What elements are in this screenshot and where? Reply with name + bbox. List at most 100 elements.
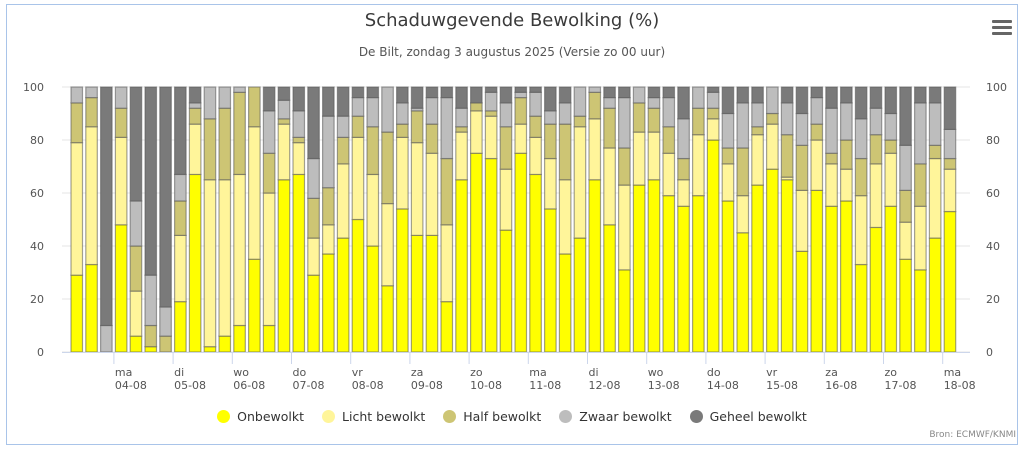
bar-segment-zwaar-bewolkt[interactable] [144, 274, 158, 327]
bar-segment-licht-bewolkt[interactable] [588, 118, 602, 181]
bar-segment-onbewolkt[interactable] [543, 208, 557, 353]
bar-segment-half-bewolkt[interactable] [425, 123, 439, 154]
bar-segment-half-bewolkt[interactable] [470, 102, 483, 112]
bar-segment-half-bewolkt[interactable] [410, 110, 424, 144]
bar-segment-licht-bewolkt[interactable] [129, 290, 143, 337]
bar-segment-onbewolkt[interactable] [366, 245, 380, 353]
bar-segment-licht-bewolkt[interactable] [573, 126, 587, 239]
bar-segment-onbewolkt[interactable] [425, 234, 439, 353]
bar-stack[interactable] [470, 86, 483, 353]
bar-segment-zwaar-bewolkt[interactable] [114, 86, 128, 109]
bar-segment-half-bewolkt[interactable] [188, 107, 202, 125]
bar-segment-zwaar-bewolkt[interactable] [484, 91, 498, 112]
bar-segment-geheel-bewolkt[interactable] [366, 86, 380, 99]
bar-stack[interactable] [825, 86, 838, 353]
bar-stack[interactable] [854, 86, 868, 353]
bar-segment-onbewolkt[interactable] [869, 226, 883, 353]
bar-segment-onbewolkt[interactable] [884, 205, 898, 353]
bar-segment-onbewolkt[interactable] [647, 179, 661, 353]
bar-segment-licht-bewolkt[interactable] [662, 152, 676, 197]
bar-stack[interactable] [203, 86, 217, 353]
bar-segment-half-bewolkt[interactable] [662, 126, 676, 154]
bar-segment-half-bewolkt[interactable] [765, 112, 779, 125]
bar-segment-half-bewolkt[interactable] [233, 91, 246, 176]
bar-segment-licht-bewolkt[interactable] [869, 163, 883, 229]
bar-segment-half-bewolkt[interactable] [322, 187, 335, 226]
bar-segment-onbewolkt[interactable] [662, 195, 676, 353]
bar-segment-zwaar-bewolkt[interactable] [780, 102, 794, 136]
bar-segment-geheel-bewolkt[interactable] [736, 86, 750, 104]
bar-stack[interactable] [499, 86, 513, 353]
bar-segment-zwaar-bewolkt[interactable] [336, 115, 350, 138]
bar-segment-onbewolkt[interactable] [913, 269, 927, 353]
bar-segment-geheel-bewolkt[interactable] [647, 86, 661, 99]
bar-segment-half-bewolkt[interactable] [381, 131, 394, 205]
bar-segment-licht-bewolkt[interactable] [351, 136, 365, 221]
bar-segment-half-bewolkt[interactable] [529, 115, 542, 138]
bar-segment-onbewolkt[interactable] [573, 237, 587, 353]
bar-segment-zwaar-bewolkt[interactable] [529, 91, 542, 117]
bar-segment-geheel-bewolkt[interactable] [529, 86, 542, 93]
bar-segment-geheel-bewolkt[interactable] [869, 86, 883, 109]
bar-segment-zwaar-bewolkt[interactable] [292, 110, 306, 138]
bar-segment-zwaar-bewolkt[interactable] [662, 96, 676, 128]
bar-segment-licht-bewolkt[interactable] [262, 192, 276, 327]
bar-segment-licht-bewolkt[interactable] [514, 123, 528, 154]
bar-segment-licht-bewolkt[interactable] [617, 184, 631, 271]
bar-segment-zwaar-bewolkt[interactable] [396, 102, 409, 125]
bar-segment-onbewolkt[interactable] [736, 232, 750, 353]
bar-stack[interactable] [588, 86, 602, 353]
bar-segment-zwaar-bewolkt[interactable] [307, 157, 320, 199]
bar-segment-onbewolkt[interactable] [780, 179, 794, 353]
bar-segment-half-bewolkt[interactable] [839, 139, 853, 170]
bar-segment-licht-bewolkt[interactable] [188, 123, 202, 176]
bar-segment-half-bewolkt[interactable] [277, 118, 291, 125]
bar-segment-geheel-bewolkt[interactable] [943, 86, 957, 131]
bar-stack[interactable] [248, 86, 261, 353]
bar-segment-zwaar-bewolkt[interactable] [322, 115, 335, 189]
bar-segment-half-bewolkt[interactable] [943, 157, 957, 170]
bar-segment-zwaar-bewolkt[interactable] [129, 200, 143, 247]
bar-segment-half-bewolkt[interactable] [928, 144, 942, 160]
bar-stack[interactable] [425, 86, 439, 353]
bar-segment-onbewolkt[interactable] [899, 258, 912, 353]
legend-item-onbewolkt[interactable]: Onbewolkt [217, 409, 304, 424]
bar-segment-licht-bewolkt[interactable] [307, 237, 320, 276]
bar-segment-onbewolkt[interactable] [410, 234, 424, 353]
bar-stack[interactable] [159, 86, 172, 353]
bar-segment-geheel-bewolkt[interactable] [780, 86, 794, 104]
bar-segment-onbewolkt[interactable] [440, 301, 454, 353]
bar-segment-licht-bewolkt[interactable] [470, 110, 483, 154]
bar-segment-onbewolkt[interactable] [484, 157, 498, 353]
bar-segment-zwaar-bewolkt[interactable] [455, 107, 468, 128]
bar-stack[interactable] [484, 86, 498, 353]
bar-segment-licht-bewolkt[interactable] [425, 152, 439, 237]
bar-segment-geheel-bewolkt[interactable] [351, 86, 365, 99]
bar-segment-geheel-bewolkt[interactable] [558, 86, 572, 104]
bar-stack[interactable] [366, 86, 380, 353]
legend-item-half-bewolkt[interactable]: Half bewolkt [443, 409, 541, 424]
bar-segment-half-bewolkt[interactable] [351, 115, 365, 138]
hamburger-menu-icon[interactable] [992, 20, 1012, 36]
bar-segment-half-bewolkt[interactable] [248, 86, 261, 128]
bar-stack[interactable] [277, 86, 291, 353]
bar-segment-licht-bewolkt[interactable] [174, 234, 187, 303]
bar-segment-zwaar-bewolkt[interactable] [795, 112, 809, 146]
bar-segment-half-bewolkt[interactable] [869, 134, 883, 165]
bar-segment-onbewolkt[interactable] [825, 205, 838, 353]
bar-segment-onbewolkt[interactable] [928, 237, 942, 353]
bar-segment-licht-bewolkt[interactable] [603, 147, 616, 226]
bar-segment-licht-bewolkt[interactable] [277, 123, 291, 181]
bar-segment-half-bewolkt[interactable] [366, 126, 380, 176]
bar-segment-geheel-bewolkt[interactable] [292, 86, 306, 112]
bar-segment-geheel-bewolkt[interactable] [603, 86, 616, 99]
legend-item-zwaar-bewolkt[interactable]: Zwaar bewolkt [559, 409, 672, 424]
bar-segment-zwaar-bewolkt[interactable] [499, 102, 513, 128]
bar-segment-zwaar-bewolkt[interactable] [188, 102, 202, 109]
bar-segment-zwaar-bewolkt[interactable] [706, 91, 720, 109]
bar-segment-geheel-bewolkt[interactable] [440, 86, 454, 99]
bar-stack[interactable] [943, 86, 957, 353]
bar-stack[interactable] [218, 86, 232, 353]
bar-stack[interactable] [99, 86, 113, 353]
bar-segment-onbewolkt[interactable] [795, 250, 809, 353]
